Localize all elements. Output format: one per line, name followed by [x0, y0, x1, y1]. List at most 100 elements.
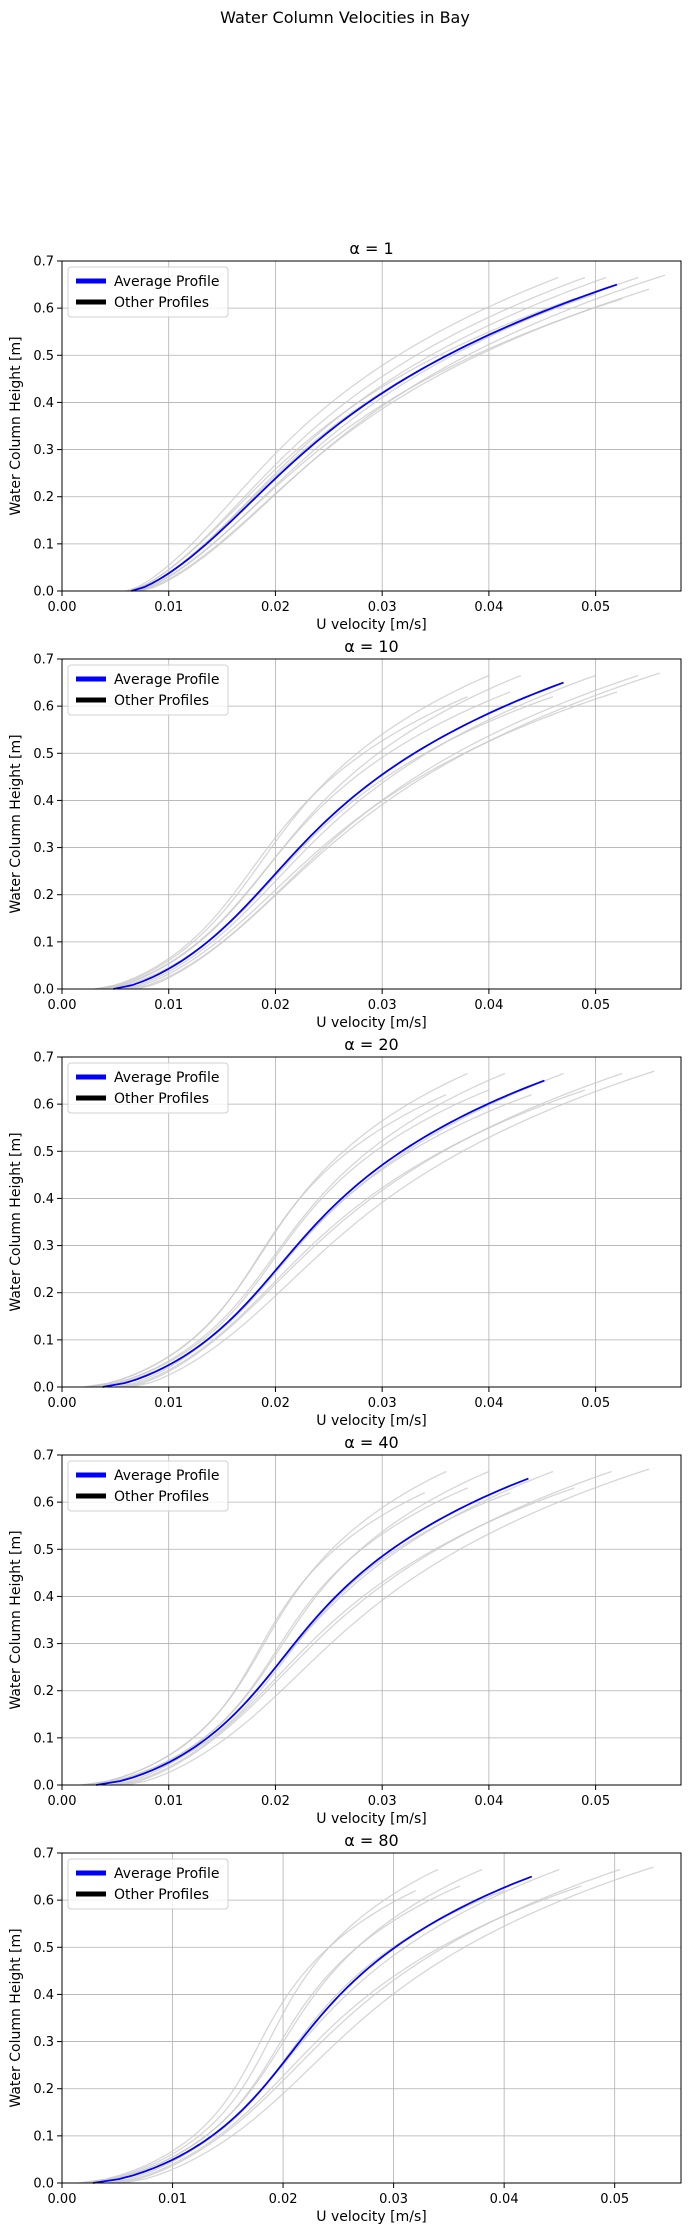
x-tick-label: 0.01	[154, 998, 183, 1013]
other-profile-line	[125, 1072, 623, 1388]
x-axis-label: U velocity [m/s]	[316, 617, 426, 633]
y-tick-label: 0.0	[33, 2177, 54, 2192]
x-tick-label: 0.01	[154, 1396, 183, 1411]
legend-label-average: Average Profile	[114, 274, 219, 290]
other-profile-line	[131, 1070, 655, 1388]
x-tick-label: 0.04	[474, 1794, 503, 1809]
y-tick-label: 0.7	[33, 255, 54, 270]
axes-frame	[61, 1852, 682, 2184]
y-tick-label: 0.5	[33, 747, 54, 762]
x-tick-label: 0.03	[379, 2192, 408, 2207]
legend: Average Profile Other Profiles	[67, 1062, 229, 1114]
y-tick-label: 0.5	[33, 1145, 54, 1160]
other-profile-line	[140, 274, 666, 592]
x-tick-label: 0.00	[48, 1396, 77, 1411]
x-tick-label: 0.00	[48, 998, 77, 1013]
y-axis-label: Water Column Height [m]	[8, 336, 24, 515]
legend-label-others: Other Profiles	[114, 1091, 209, 1107]
average-profile-line	[96, 1477, 529, 1786]
y-tick-label: 0.0	[33, 983, 54, 998]
x-tick-label: 0.03	[368, 600, 397, 615]
subplot-3: 0.00 0.01 0.02 0.03 0.04 0.05 0.0 0.1 0.2 0.3 0.4 0…	[8, 1035, 682, 1429]
x-axis-label: U velocity [m/s]	[316, 1413, 426, 1429]
other-profile-line	[136, 276, 639, 592]
other-profile-line	[93, 696, 468, 990]
average-profile-line	[92, 1875, 533, 2184]
y-tick-label: 0.6	[33, 1496, 54, 1511]
y-tick-label: 0.0	[33, 585, 54, 600]
axes-frame	[61, 658, 682, 990]
y-tick-label: 0.3	[33, 1239, 54, 1254]
other-profile-line	[127, 298, 575, 592]
other-profile-line	[86, 1072, 468, 1388]
subplot-title: α = 10	[344, 637, 398, 656]
x-tick-label: 0.05	[581, 998, 610, 1013]
axes-frame	[61, 1454, 682, 1786]
y-tick-label: 0.7	[33, 653, 54, 668]
y-axis-label: Water Column Height [m]	[8, 1928, 24, 2107]
other-profile-line	[117, 1868, 621, 2184]
legend: Average Profile Other Profiles	[67, 1460, 229, 1512]
y-tick-label: 0.7	[33, 1449, 54, 1464]
y-tick-label: 0.1	[33, 1731, 54, 1746]
average-profile-line	[102, 1079, 545, 1388]
x-tick-label: 0.04	[474, 600, 503, 615]
legend-box	[67, 1858, 229, 1910]
y-tick-label: 0.2	[33, 490, 54, 505]
y-tick-label: 0.1	[33, 1333, 54, 1348]
legend: Average Profile Other Profiles	[67, 266, 229, 318]
other-profile-line	[136, 672, 660, 990]
y-tick-label: 0.2	[33, 888, 54, 903]
x-axis-label: U velocity [m/s]	[316, 1015, 426, 1031]
y-tick-label: 0.6	[33, 1098, 54, 1113]
axes-frame	[61, 260, 682, 592]
other-profile-line	[111, 1885, 582, 2184]
y-tick-label: 0.1	[33, 537, 54, 552]
x-tick-label: 0.02	[261, 1396, 290, 1411]
y-tick-label: 0.4	[33, 1988, 54, 2003]
legend-label-others: Other Profiles	[114, 693, 209, 709]
y-tick-label: 0.0	[33, 1381, 54, 1396]
x-tick-label: 0.04	[474, 998, 503, 1013]
subplot-panels: 0.00 0.01 0.02 0.03 0.04 0.05 0.0 0.1 0.2 0.3 0.4 0…	[8, 239, 682, 2225]
other-profile-line	[125, 1468, 650, 1786]
other-profile-line	[78, 1890, 416, 2184]
other-profile-line	[86, 1868, 483, 2184]
x-tick-label: 0.04	[474, 1396, 503, 1411]
axes-frame	[61, 1056, 682, 1388]
other-profile-line	[122, 1866, 654, 2184]
other-profile-line	[89, 1089, 490, 1388]
legend-box	[67, 664, 229, 716]
legend-label-others: Other Profiles	[114, 1489, 209, 1505]
x-axis-label: U velocity [m/s]	[316, 1811, 426, 1827]
other-profile-line	[132, 276, 607, 592]
subplot-title: α = 1	[349, 239, 393, 258]
other-profile-line	[120, 1470, 612, 1786]
other-profile-line	[138, 288, 650, 592]
y-tick-label: 0.3	[33, 2035, 54, 2050]
legend-box	[67, 266, 229, 318]
legend-label-average: Average Profile	[114, 1468, 219, 1484]
y-tick-label: 0.6	[33, 700, 54, 715]
y-axis-label: Water Column Height [m]	[8, 1530, 24, 1709]
y-tick-label: 0.7	[33, 1847, 54, 1862]
legend-label-average: Average Profile	[114, 1866, 219, 1882]
x-tick-label: 0.02	[261, 600, 290, 615]
x-tick-label: 0.04	[490, 2192, 519, 2207]
x-tick-label: 0.05	[581, 600, 610, 615]
x-tick-label: 0.03	[368, 998, 397, 1013]
other-profile-line	[91, 1072, 506, 1388]
y-tick-label: 0.2	[33, 1684, 54, 1699]
subplot-title: α = 80	[344, 1831, 398, 1850]
subplot-2: 0.00 0.01 0.02 0.03 0.04 0.05 0.0 0.1 0.2 0.3 0.4 0…	[8, 637, 682, 1031]
y-tick-label: 0.5	[33, 1941, 54, 1956]
other-profile-line	[83, 1470, 447, 1786]
x-tick-label: 0.01	[154, 1794, 183, 1809]
x-tick-label: 0.01	[158, 2192, 187, 2207]
x-tick-label: 0.02	[261, 1794, 290, 1809]
y-tick-label: 0.3	[33, 841, 54, 856]
average-profile-line	[113, 681, 564, 990]
x-tick-label: 0.00	[48, 2192, 77, 2207]
legend-box	[67, 1062, 229, 1114]
